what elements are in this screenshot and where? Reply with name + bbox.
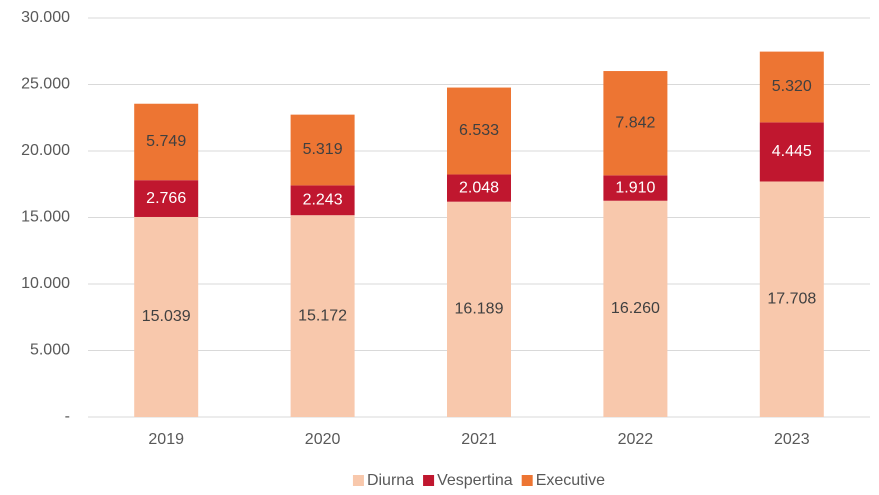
data-label: 6.533 — [459, 122, 499, 139]
bar-segment — [603, 200, 668, 417]
bar-segment — [290, 114, 355, 186]
data-label: 2.048 — [459, 179, 499, 196]
y-tick-label: 25.000 — [21, 76, 70, 93]
bar-segment — [603, 175, 668, 201]
data-label: 16.189 — [455, 301, 504, 318]
legend-item: Vespertina — [423, 472, 513, 489]
x-tick-label: 2020 — [305, 431, 341, 448]
x-tick-label: 2021 — [461, 431, 497, 448]
data-label: 5.749 — [146, 133, 186, 150]
data-label: 1.910 — [615, 179, 655, 196]
y-tick-label: 30.000 — [21, 9, 70, 26]
data-label: 2.766 — [146, 190, 186, 207]
bar-segment — [759, 181, 824, 417]
data-label: 15.172 — [298, 307, 347, 324]
data-label: 4.445 — [772, 143, 812, 160]
data-label: 15.039 — [142, 308, 191, 325]
bar-segment — [447, 174, 511, 202]
bar-segment — [134, 216, 199, 417]
legend-swatch — [423, 475, 435, 486]
data-label: 5.319 — [303, 141, 343, 158]
y-tick-label: 20.000 — [21, 142, 70, 159]
legend-item: Diurna — [352, 472, 414, 489]
x-tick-label: 2019 — [148, 431, 184, 448]
y-tick-label: 10.000 — [21, 275, 70, 292]
bar-segment — [290, 215, 355, 417]
legend-label: Diurna — [367, 472, 414, 489]
legend-swatch — [521, 475, 533, 486]
bar-segment — [447, 87, 511, 175]
bar-segment — [290, 185, 355, 216]
data-label: 2.243 — [303, 192, 343, 209]
bar-segment — [134, 103, 199, 181]
bar-segment — [134, 180, 199, 217]
data-label: 16.260 — [611, 300, 660, 317]
y-tick-label: 5.000 — [30, 342, 70, 359]
data-label: 7.842 — [615, 114, 655, 131]
legend-swatch — [352, 475, 364, 486]
bar-segment — [603, 71, 668, 176]
bar-segment — [759, 122, 824, 182]
legend-label: Vespertina — [437, 472, 513, 489]
data-label: 5.320 — [772, 78, 812, 95]
x-tick-label: 2022 — [618, 431, 654, 448]
data-label: 17.708 — [767, 290, 816, 307]
x-tick-label: 2023 — [774, 431, 810, 448]
legend-item: Executive — [521, 472, 605, 489]
legend-label: Executive — [536, 472, 605, 489]
bar-segment — [759, 51, 824, 123]
y-tick-label: - — [65, 408, 70, 425]
y-tick-label: 15.000 — [21, 209, 70, 226]
bar-segment — [447, 201, 511, 417]
